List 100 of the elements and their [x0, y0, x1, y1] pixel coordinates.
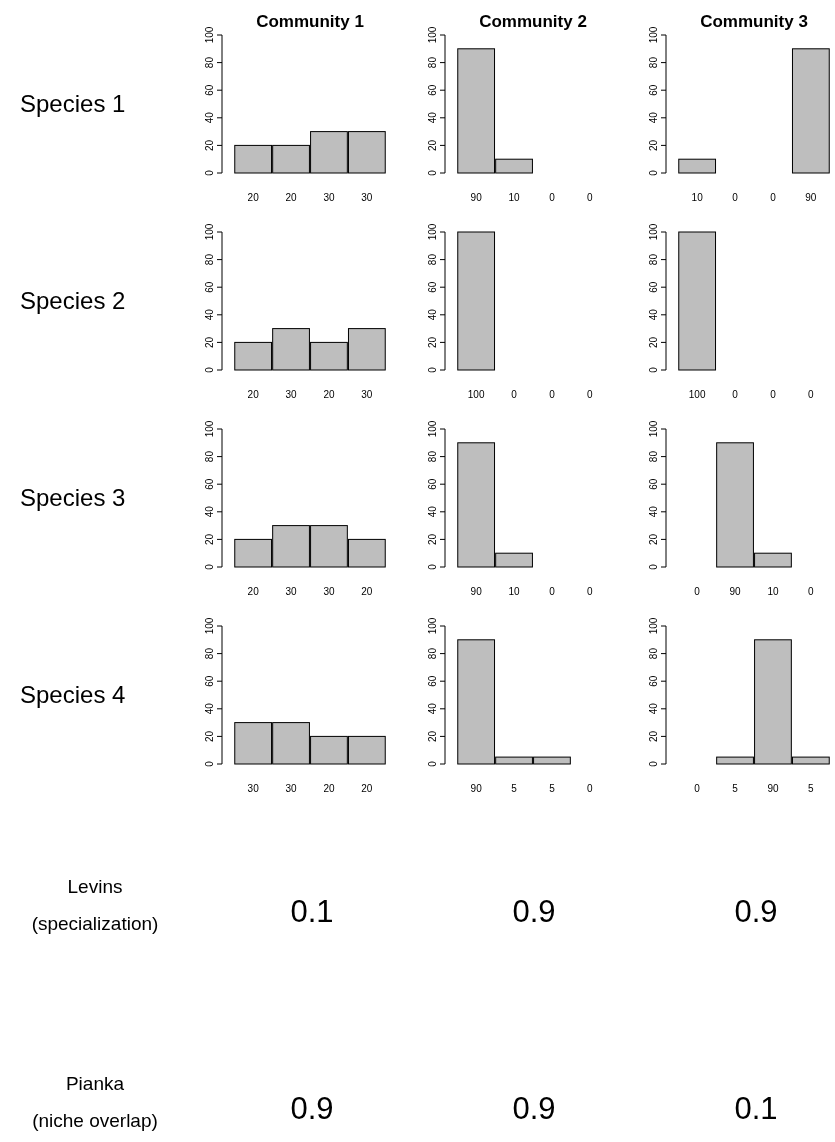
- y-tick-label: 60: [648, 478, 659, 490]
- y-tick-label: 60: [427, 675, 438, 687]
- x-tick-label: 0: [549, 192, 556, 203]
- x-tick-label: 0: [732, 389, 739, 400]
- y-tick-label: 0: [427, 760, 438, 767]
- x-tick-label: 20: [285, 192, 298, 203]
- y-tick-label: 0: [204, 366, 215, 373]
- x-tick-label: 0: [770, 389, 777, 400]
- text: (specialization): [31, 913, 159, 934]
- x-tick-label: 20: [247, 586, 260, 597]
- y-tick-label: 0: [427, 563, 438, 570]
- x-tick-label: 0: [732, 192, 739, 203]
- y-tick-label: 100: [427, 617, 438, 635]
- y-tick-label: 60: [427, 281, 438, 293]
- x-tick-label: 90: [470, 783, 483, 794]
- y-tick-label: 20: [648, 139, 659, 151]
- x-tick-label: 0: [549, 389, 556, 400]
- text: 0.9: [512, 894, 556, 929]
- y-tick-label: 40: [204, 702, 215, 715]
- x-tick-label: 30: [285, 389, 298, 400]
- y-tick-label: 20: [648, 730, 659, 742]
- y-axis-title: Species 1: [20, 90, 126, 117]
- x-tick-label: 0: [587, 586, 594, 597]
- y-tick-label: 80: [427, 253, 438, 266]
- x-tick-label: 20: [323, 389, 335, 400]
- x-tick-label: 0: [587, 783, 594, 794]
- y-tick-label: 40: [648, 505, 659, 518]
- y-tick-label: 20: [204, 533, 215, 545]
- y-tick-label: 80: [648, 253, 659, 266]
- y-tick-label: 0: [648, 169, 659, 176]
- y-tick-label: 60: [204, 478, 215, 490]
- y-tick-label: 80: [204, 450, 215, 463]
- y-tick-label: 60: [204, 281, 215, 293]
- y-tick-label: 80: [204, 56, 215, 69]
- y-tick-label: 100: [648, 26, 659, 44]
- y-tick-label: 100: [204, 26, 215, 44]
- y-tick-label: 0: [204, 760, 215, 767]
- y-tick-label: 0: [427, 366, 438, 373]
- x-tick-label: 30: [361, 192, 373, 203]
- y-axis-title: Species 4: [20, 681, 126, 708]
- x-tick-label: 90: [729, 586, 742, 597]
- y-tick-label: 40: [648, 702, 659, 715]
- x-tick-label: 0: [587, 192, 594, 203]
- y-axis-title: Species 2: [20, 287, 126, 314]
- y-tick-label: 80: [427, 647, 438, 660]
- y-tick-label: 0: [648, 366, 659, 373]
- x-tick-label: 0: [511, 389, 518, 400]
- y-tick-label: 80: [427, 450, 438, 463]
- y-tick-label: 80: [427, 56, 438, 69]
- y-tick-label: 40: [427, 505, 438, 518]
- y-tick-label: 60: [204, 675, 215, 687]
- x-tick-label: 100: [688, 389, 706, 400]
- y-tick-label: 0: [427, 169, 438, 176]
- x-tick-label: 100: [467, 389, 485, 400]
- x-tick-label: 30: [361, 389, 373, 400]
- x-tick-label: 30: [323, 586, 335, 597]
- x-tick-label: 5: [549, 783, 556, 794]
- y-tick-label: 80: [648, 647, 659, 660]
- x-tick-label: 90: [470, 192, 483, 203]
- x-tick-label: 0: [808, 389, 815, 400]
- y-tick-label: 20: [427, 139, 438, 151]
- x-tick-label: 20: [361, 586, 373, 597]
- y-tick-label: 80: [648, 56, 659, 69]
- y-tick-label: 100: [427, 420, 438, 438]
- chart-title: Community 1: [256, 12, 364, 31]
- y-tick-label: 40: [204, 308, 215, 321]
- x-tick-label: 20: [247, 192, 260, 203]
- y-tick-label: 100: [204, 617, 215, 635]
- x-tick-label: 20: [247, 389, 260, 400]
- x-tick-label: 0: [549, 586, 556, 597]
- x-tick-label: 90: [767, 783, 779, 794]
- y-tick-label: 80: [204, 647, 215, 660]
- y-tick-label: 20: [427, 533, 438, 545]
- x-tick-label: 10: [508, 586, 521, 597]
- x-tick-label: 30: [285, 586, 298, 597]
- y-tick-label: 0: [204, 563, 215, 570]
- x-tick-label: 0: [694, 783, 701, 794]
- y-tick-label: 100: [427, 223, 438, 241]
- y-tick-label: 40: [648, 111, 659, 124]
- text: (niche overlap): [32, 1110, 158, 1131]
- y-tick-label: 20: [204, 336, 215, 348]
- y-tick-label: 40: [204, 505, 215, 518]
- y-tick-label: 60: [204, 84, 215, 96]
- x-tick-label: 0: [808, 586, 815, 597]
- y-tick-label: 60: [648, 281, 659, 293]
- x-tick-label: 0: [770, 192, 777, 203]
- text: 0.9: [290, 1091, 334, 1126]
- y-tick-label: 20: [204, 730, 215, 742]
- x-tick-label: 30: [247, 783, 260, 794]
- y-tick-label: 40: [427, 308, 438, 321]
- y-tick-label: 20: [427, 336, 438, 348]
- y-tick-label: 100: [648, 223, 659, 241]
- y-tick-label: 100: [204, 420, 215, 438]
- text: 0.9: [512, 1091, 556, 1126]
- text: 0.9: [734, 894, 778, 929]
- chart-title: Community 3: [700, 12, 808, 31]
- y-tick-label: 20: [204, 139, 215, 151]
- y-tick-label: 40: [427, 702, 438, 715]
- x-tick-label: 0: [694, 586, 701, 597]
- y-tick-label: 40: [204, 111, 215, 124]
